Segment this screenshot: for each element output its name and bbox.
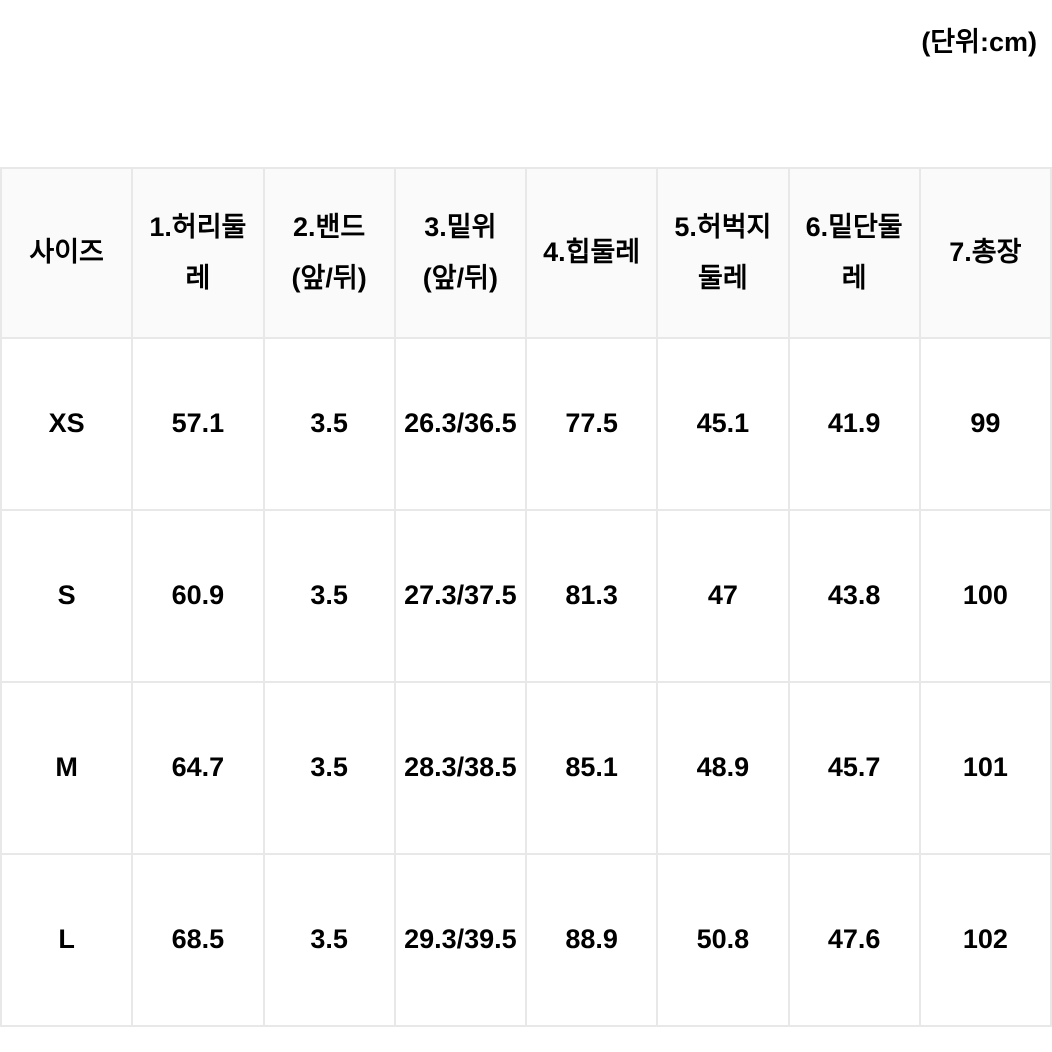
cell-value: 27.3/37.5 (396, 511, 525, 681)
table-row: L 68.5 3.5 29.3/39.5 88.9 50.8 47.6 102 (2, 855, 1050, 1025)
cell-value: 60.9 (133, 511, 262, 681)
col-header-length: 7.총장 (921, 169, 1050, 337)
col-header-rise: 3.밑위(앞/뒤) (396, 169, 525, 337)
cell-size: S (2, 511, 131, 681)
col-header-size: 사이즈 (2, 169, 131, 337)
cell-value: 64.7 (133, 683, 262, 853)
cell-value: 43.8 (790, 511, 919, 681)
cell-value: 50.8 (658, 855, 787, 1025)
cell-value: 81.3 (527, 511, 656, 681)
cell-value: 41.9 (790, 339, 919, 509)
cell-value: 26.3/36.5 (396, 339, 525, 509)
table-header: 사이즈 1.허리둘레 2.밴드(앞/뒤) 3.밑위(앞/뒤) 4.힙둘레 5.허… (2, 169, 1050, 337)
col-header-hip: 4.힙둘레 (527, 169, 656, 337)
cell-value: 85.1 (527, 683, 656, 853)
cell-value: 45.7 (790, 683, 919, 853)
cell-value: 47 (658, 511, 787, 681)
size-table-wrapper: 사이즈 1.허리둘레 2.밴드(앞/뒤) 3.밑위(앞/뒤) 4.힙둘레 5.허… (0, 167, 1052, 1027)
col-header-band: 2.밴드(앞/뒤) (265, 169, 394, 337)
cell-value: 3.5 (265, 683, 394, 853)
col-header-waist: 1.허리둘레 (133, 169, 262, 337)
cell-value: 3.5 (265, 855, 394, 1025)
cell-value: 29.3/39.5 (396, 855, 525, 1025)
cell-value: 102 (921, 855, 1050, 1025)
cell-value: 88.9 (527, 855, 656, 1025)
unit-label: (단위:cm) (0, 0, 1052, 59)
cell-value: 68.5 (133, 855, 262, 1025)
col-header-thigh: 5.허벅지둘레 (658, 169, 787, 337)
cell-value: 47.6 (790, 855, 919, 1025)
cell-value: 100 (921, 511, 1050, 681)
cell-size: L (2, 855, 131, 1025)
table-row: S 60.9 3.5 27.3/37.5 81.3 47 43.8 100 (2, 511, 1050, 681)
cell-value: 77.5 (527, 339, 656, 509)
cell-value: 101 (921, 683, 1050, 853)
size-table: 사이즈 1.허리둘레 2.밴드(앞/뒤) 3.밑위(앞/뒤) 4.힙둘레 5.허… (0, 167, 1052, 1027)
cell-size: XS (2, 339, 131, 509)
cell-value: 28.3/38.5 (396, 683, 525, 853)
table-body: XS 57.1 3.5 26.3/36.5 77.5 45.1 41.9 99 … (2, 339, 1050, 1025)
cell-value: 3.5 (265, 511, 394, 681)
table-row: XS 57.1 3.5 26.3/36.5 77.5 45.1 41.9 99 (2, 339, 1050, 509)
cell-value: 45.1 (658, 339, 787, 509)
table-row: M 64.7 3.5 28.3/38.5 85.1 48.9 45.7 101 (2, 683, 1050, 853)
cell-value: 99 (921, 339, 1050, 509)
cell-value: 48.9 (658, 683, 787, 853)
cell-value: 57.1 (133, 339, 262, 509)
table-header-row: 사이즈 1.허리둘레 2.밴드(앞/뒤) 3.밑위(앞/뒤) 4.힙둘레 5.허… (2, 169, 1050, 337)
cell-value: 3.5 (265, 339, 394, 509)
cell-size: M (2, 683, 131, 853)
col-header-hem: 6.밑단둘레 (790, 169, 919, 337)
